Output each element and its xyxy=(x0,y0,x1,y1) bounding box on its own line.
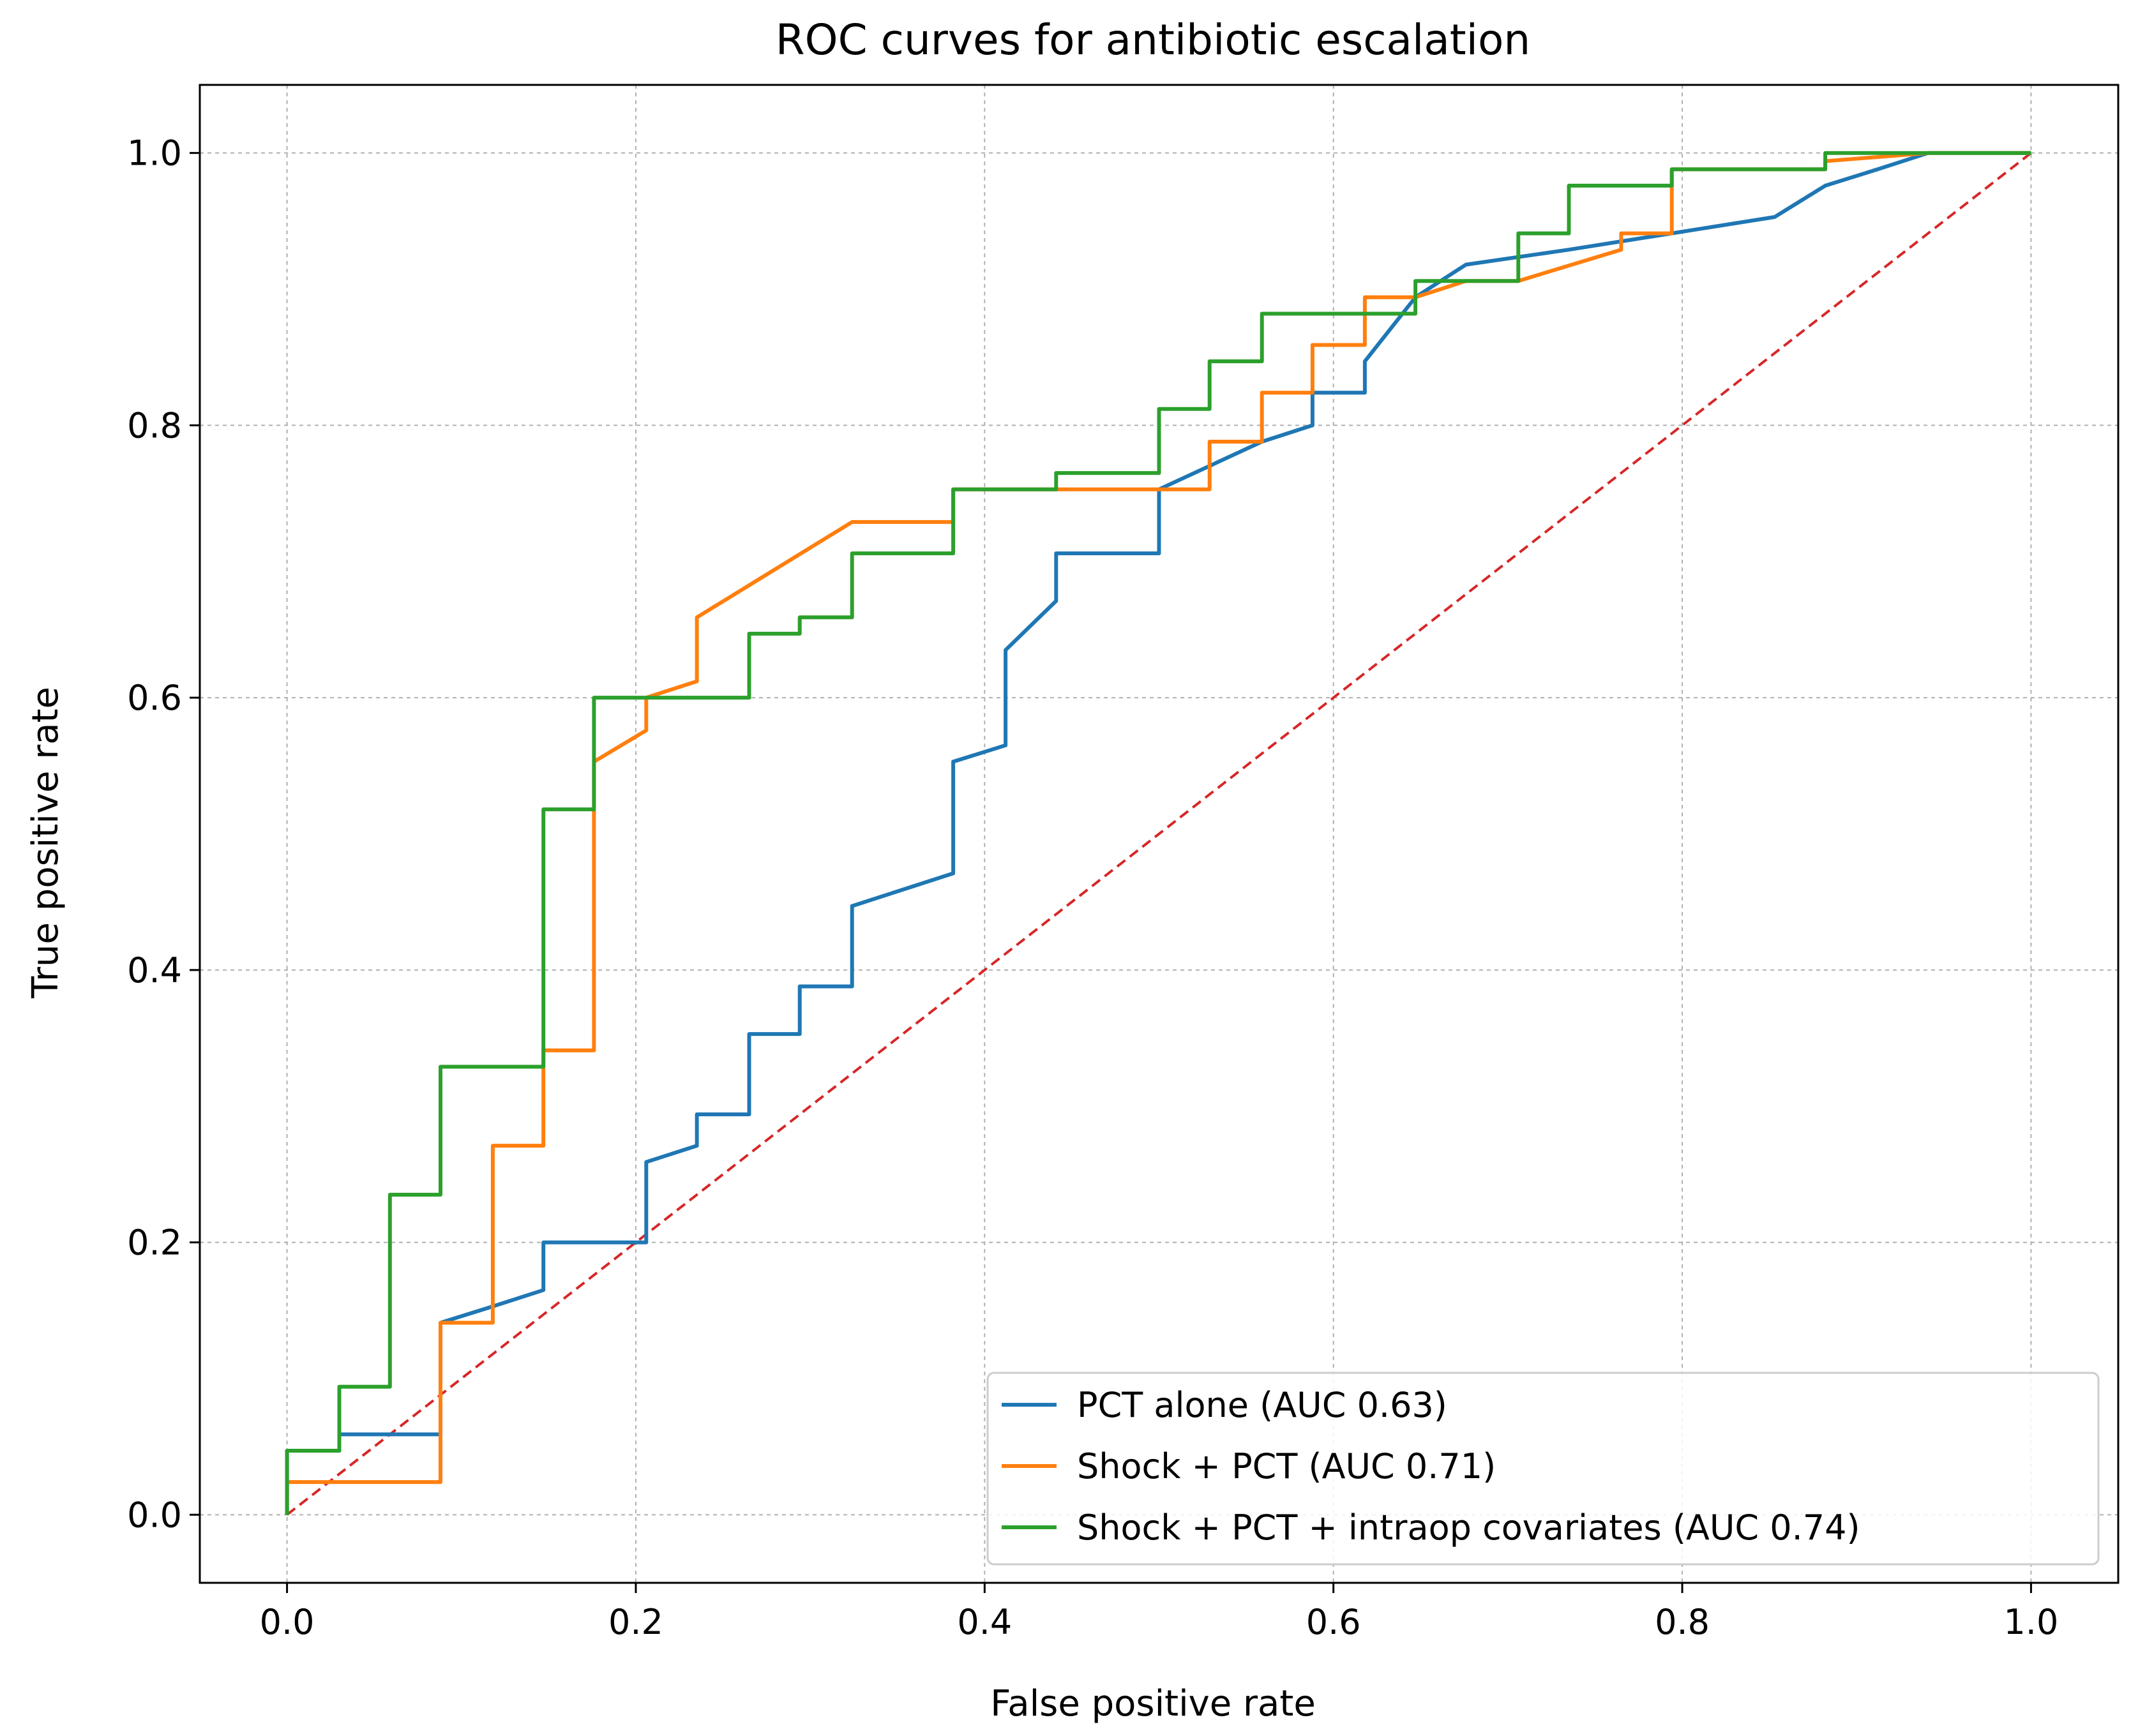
legend-entry-label: Shock + PCT (AUC 0.71) xyxy=(1077,1446,1496,1486)
chance-diagonal-line xyxy=(286,152,2032,1516)
chart-title: ROC curves for antibiotic escalation xyxy=(776,15,1530,64)
y-tick-label: 0.6 xyxy=(127,678,182,718)
legend-box xyxy=(986,1372,2100,1566)
x-tick-label: 0.0 xyxy=(260,1602,315,1642)
y-tick-label: 0.0 xyxy=(127,1495,182,1535)
x-tick-label: 0.2 xyxy=(608,1602,663,1642)
x-axis-label: False positive rate xyxy=(990,1683,1316,1725)
legend-entry-label: Shock + PCT + intraop covariates (AUC 0.… xyxy=(1077,1508,1860,1548)
x-tick-label: 0.8 xyxy=(1655,1602,1710,1642)
plot-frame xyxy=(199,84,2120,1584)
y-tick-label: 0.2 xyxy=(127,1223,182,1263)
chance-line-layer xyxy=(286,152,2032,1516)
x-tick-label: 1.0 xyxy=(2003,1602,2058,1642)
y-tick-label: 1.0 xyxy=(127,133,182,174)
ticks: 0.0 0.2 0.4 0.6 0.8 1.0 0.0 0.2 0.4 0.6 0.8 1.0 xyxy=(127,133,2058,1642)
legend: PCT alone (AUC 0.63) Shock + PCT (AUC 0.7… xyxy=(986,1372,2100,1566)
legend-entry-label: PCT alone (AUC 0.63) xyxy=(1077,1385,1447,1425)
x-tick-label: 0.6 xyxy=(1306,1602,1361,1642)
y-axis-label: True positive rate xyxy=(25,687,66,999)
roc-curve-3 xyxy=(285,151,2031,1515)
series-layer xyxy=(285,151,2031,1515)
y-tick-label: 0.4 xyxy=(127,950,182,991)
roc-curve-2 xyxy=(285,151,2031,1515)
y-tick-label: 0.8 xyxy=(127,405,182,445)
roc-curve-1 xyxy=(285,151,2031,1515)
x-tick-label: 0.4 xyxy=(957,1602,1012,1642)
